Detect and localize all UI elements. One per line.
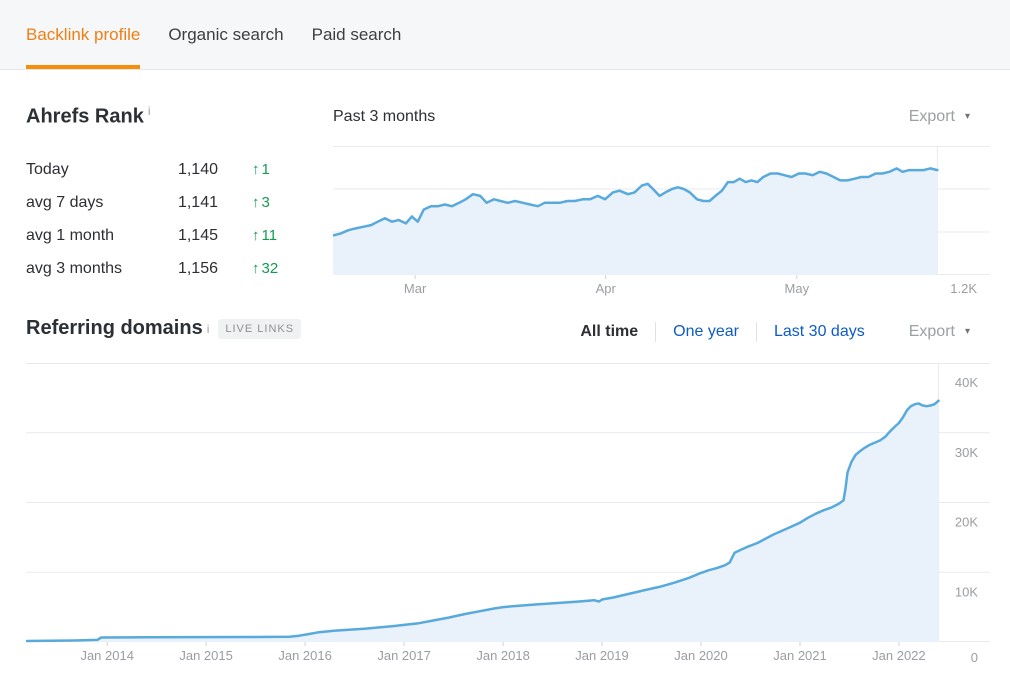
svg-text:20K: 20K (955, 515, 978, 530)
rank-row-delta: ↑ 1 (252, 161, 270, 178)
rank-row-change: 11 (261, 227, 278, 244)
svg-text:Jan 2020: Jan 2020 (674, 648, 728, 663)
svg-text:0: 0 (971, 650, 978, 665)
svg-text:30K: 30K (955, 445, 978, 460)
export-label: Export (908, 108, 955, 125)
divider (655, 322, 657, 342)
svg-text:May: May (785, 281, 810, 296)
referring-domains-title: Referring domains (26, 317, 203, 339)
svg-text:Mar: Mar (404, 281, 427, 296)
tab-organic-search[interactable]: Organic search (168, 25, 284, 44)
rank-row-change: 3 (261, 194, 270, 211)
divider (755, 322, 757, 342)
export-label: Export (908, 323, 955, 340)
svg-text:Jan 2016: Jan 2016 (278, 648, 332, 663)
svg-text:Jan 2019: Jan 2019 (575, 648, 629, 663)
svg-text:10K: 10K (955, 584, 978, 599)
caret-down-icon: ▾ (964, 326, 970, 337)
time-range-filters: All time One year Last 30 days Export ▾ (580, 322, 970, 342)
svg-text:Jan 2015: Jan 2015 (179, 648, 233, 663)
arrow-up-icon: ↑ (252, 227, 260, 244)
rank-row-today: Today 1,140 ↑ 1 (26, 153, 316, 186)
rank-row-label: avg 3 months (26, 259, 123, 277)
arrow-up-icon: ↑ (252, 194, 260, 211)
tab-backlink-profile[interactable]: Backlink profile (26, 0, 141, 69)
rank-row-label: avg 7 days (26, 193, 104, 211)
rank-row-avg-3-months: avg 3 months 1,156 ↑ 32 (26, 252, 316, 285)
rank-row-value: 1,145 (177, 226, 218, 244)
rank-row-value: 1,141 (177, 193, 218, 211)
svg-text:40K: 40K (955, 375, 978, 390)
rank-row-delta: ↑ 11 (252, 227, 277, 244)
svg-text:Jan 2017: Jan 2017 (377, 648, 431, 663)
rank-row-value: 1,140 (177, 160, 218, 178)
rank-row-avg-1-month: avg 1 month 1,145 ↑ 11 (26, 219, 316, 252)
caret-down-icon: ▾ (964, 111, 970, 122)
rank-row-change: 32 (261, 260, 279, 277)
export-button-rank-chart[interactable]: Export ▾ (909, 108, 970, 126)
svg-text:Jan 2018: Jan 2018 (476, 648, 530, 663)
rank-row-delta: ↑ 3 (252, 194, 270, 211)
tab-paid-search[interactable]: Paid search (311, 25, 402, 44)
referring-domains-header: Referring domains i LIVE LINKS (26, 317, 302, 340)
rank-row-label: avg 1 month (26, 226, 115, 244)
arrow-up-icon: ↑ (252, 161, 260, 178)
export-button-referring-chart[interactable]: Export ▾ (909, 323, 970, 341)
svg-text:1.2K: 1.2K (950, 281, 977, 296)
arrow-up-icon: ↑ (252, 260, 260, 277)
rank-row-label: Today (26, 160, 69, 178)
info-icon[interactable]: i (206, 321, 210, 336)
rank-row-change: 1 (261, 161, 270, 178)
filter-one-year[interactable]: One year (673, 323, 739, 340)
svg-text:Apr: Apr (596, 281, 617, 296)
info-icon[interactable]: i (147, 104, 151, 118)
filter-all-time[interactable]: All time (580, 323, 639, 340)
svg-text:Jan 2014: Jan 2014 (80, 648, 134, 663)
rank-row-avg-7-days: avg 7 days 1,141 ↑ 3 (26, 186, 316, 219)
ahrefs-rank-title-text: Ahrefs Rank (26, 105, 144, 128)
live-links-badge: LIVE LINKS (218, 318, 302, 339)
filter-last-30-days[interactable]: Last 30 days (773, 323, 865, 340)
referring-domains-chart[interactable]: Jan 2014 Jan 2015 Jan 2016 Jan 2017 Jan 2018… (26, 363, 990, 669)
rank-row-delta: ↑ 32 (252, 260, 278, 277)
rank-row-value: 1,156 (177, 259, 218, 277)
tab-bar: Backlink profile Organic search Paid sea… (0, 0, 1010, 70)
ahrefs-rank-table: Today 1,140 ↑ 1 avg 7 days 1,141 ↑ 3 avg 1… (26, 153, 316, 285)
ahrefs-rank-trend-chart[interactable]: Mar Apr May 1.2K (333, 146, 990, 298)
svg-text:Jan 2021: Jan 2021 (773, 648, 827, 663)
ahrefs-rank-title: Ahrefs Rank i (26, 104, 150, 129)
svg-text:Jan 2022: Jan 2022 (872, 648, 926, 663)
past-3-months-label: Past 3 months (333, 108, 436, 125)
